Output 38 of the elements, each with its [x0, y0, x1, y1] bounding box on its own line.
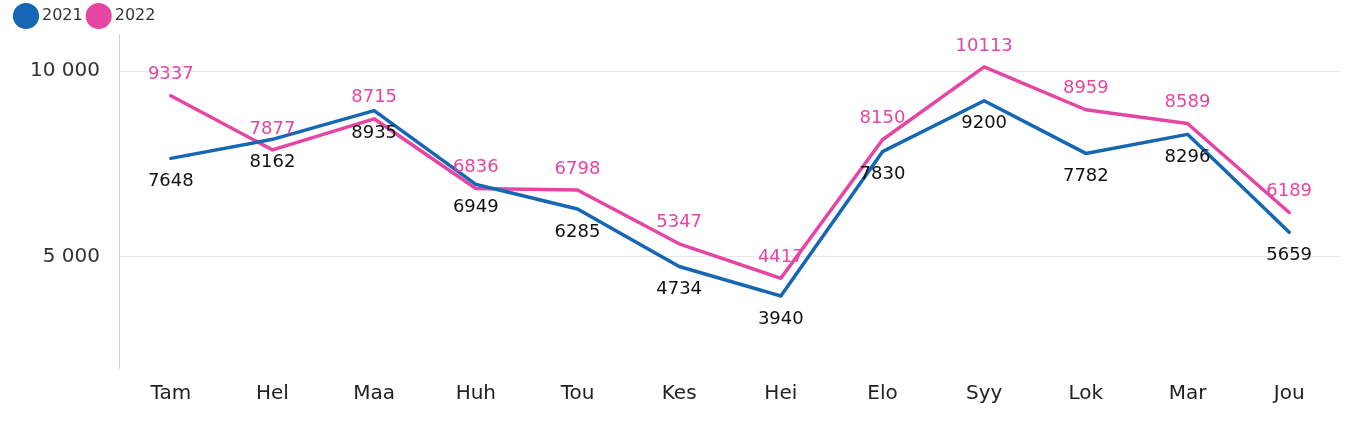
data-label: 8162: [249, 149, 296, 171]
x-tick-label: Mar: [1168, 380, 1208, 405]
data-label: 8715: [351, 85, 398, 107]
data-label: 3940: [757, 306, 804, 328]
data-label: 8296: [1164, 145, 1211, 167]
x-tick-label: Syy: [965, 380, 1003, 405]
x-tick-label: Hei: [764, 380, 798, 405]
x-tick-label: Elo: [867, 380, 898, 405]
data-label: 7782: [1062, 164, 1109, 186]
x-tick-label: Huh: [455, 380, 497, 405]
data-label: 7648: [147, 169, 194, 191]
data-label: 4734: [656, 277, 703, 299]
data-label: 6798: [554, 156, 601, 178]
data-label: 9200: [961, 111, 1008, 133]
data-label: 10113: [955, 33, 1013, 55]
data-label: 6949: [452, 195, 499, 217]
y-tick-label: 5 000: [42, 242, 100, 267]
x-tick-label: Maa: [353, 380, 396, 405]
data-label: 8589: [1164, 90, 1211, 112]
x-tick-label: Tou: [559, 380, 595, 405]
data-label: 6189: [1266, 179, 1313, 201]
data-label: 6836: [452, 155, 499, 177]
data-label: 8150: [859, 106, 906, 128]
data-label: 9337: [147, 62, 194, 84]
x-tick-label: Lok: [1068, 380, 1104, 405]
data-label: 7877: [249, 116, 296, 138]
x-tick-label: Hel: [256, 380, 289, 405]
legend-label: 2021: [42, 5, 83, 25]
data-label: 8935: [351, 121, 398, 143]
x-tick-label: Jou: [1271, 380, 1305, 405]
data-label: 8959: [1062, 76, 1109, 98]
data-label: 5659: [1266, 242, 1313, 264]
y-tick-label: 10 000: [30, 57, 100, 82]
x-tick-label: Kes: [661, 380, 697, 405]
legend-label: 2022: [114, 5, 156, 25]
data-label: 5347: [656, 210, 703, 232]
data-label: 6285: [554, 219, 601, 241]
x-tick-label: Tam: [149, 380, 192, 405]
